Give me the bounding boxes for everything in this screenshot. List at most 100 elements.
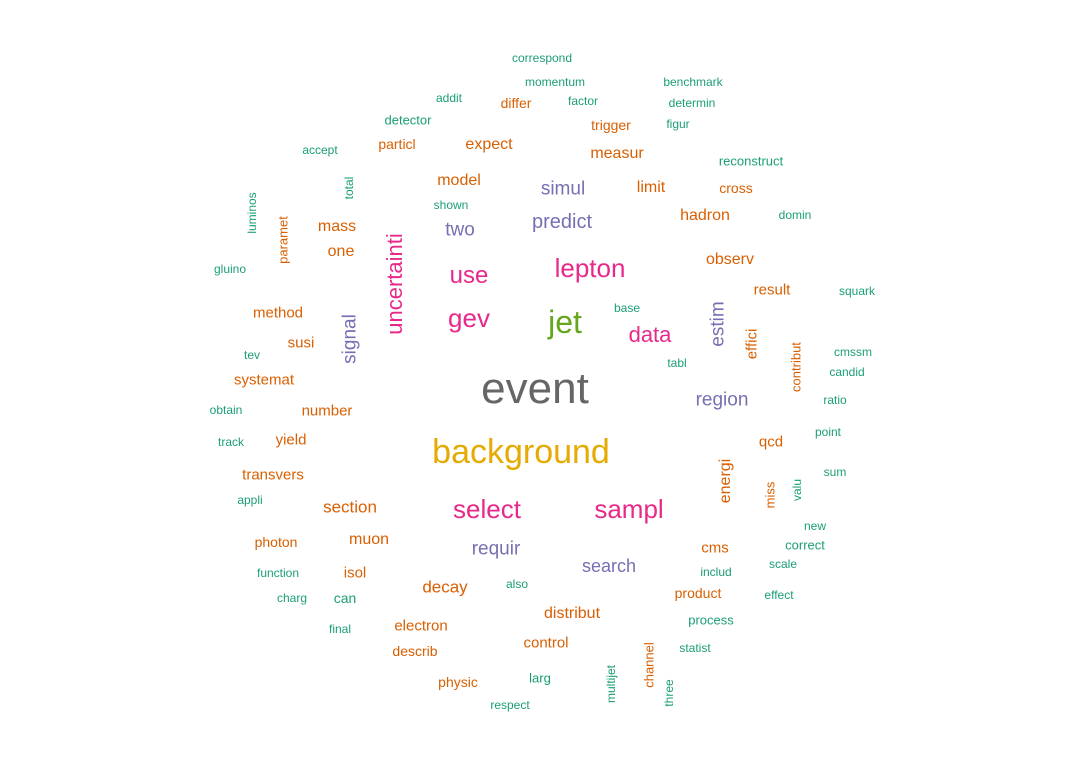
- word-observ: observ: [705, 251, 755, 268]
- word-region: region: [695, 389, 749, 411]
- word-simul: simul: [540, 178, 586, 200]
- word-use: use: [449, 262, 489, 289]
- word-accept: accept: [302, 143, 338, 157]
- word-three: three: [662, 679, 676, 707]
- word-larg: larg: [529, 670, 551, 686]
- word-sum: sum: [823, 465, 847, 479]
- word-shown: shown: [433, 198, 469, 212]
- word-photon: photon: [254, 534, 298, 550]
- word-also: also: [505, 577, 529, 591]
- word-channel: channel: [641, 642, 657, 688]
- word-sampl: sampl: [594, 494, 664, 524]
- word-domin: domin: [778, 208, 812, 222]
- word-uncertainti: uncertainti: [382, 233, 407, 335]
- word-jet: jet: [548, 304, 582, 340]
- word-cross: cross: [719, 180, 753, 196]
- word-process: process: [688, 612, 734, 628]
- word-final: final: [328, 622, 352, 636]
- word-signal: signal: [339, 314, 361, 364]
- word-benchmark: benchmark: [663, 75, 723, 89]
- word-event: event: [481, 364, 589, 413]
- word-systemat: systemat: [233, 371, 295, 389]
- word-differ: differ: [500, 95, 532, 111]
- word-respect: respect: [490, 698, 530, 712]
- word-method: method: [252, 304, 304, 322]
- word-section: section: [323, 497, 377, 517]
- word-distribut: distribut: [543, 605, 601, 622]
- word-muon: muon: [348, 531, 390, 548]
- word-yield: yield: [275, 431, 307, 449]
- word-lepton: lepton: [554, 253, 626, 283]
- word-select: select: [453, 494, 521, 524]
- word-statist: statist: [679, 641, 711, 655]
- word-effici: effici: [743, 328, 761, 360]
- word-contribut: contribut: [788, 342, 804, 392]
- word-search: search: [581, 556, 637, 576]
- word-factor: factor: [567, 94, 599, 108]
- word-correct: correct: [785, 537, 825, 553]
- word-hadron: hadron: [680, 207, 730, 224]
- word-gluino: gluino: [213, 262, 247, 276]
- word-transvers: transvers: [242, 466, 304, 484]
- word-paramet: paramet: [275, 216, 291, 264]
- word-new: new: [803, 519, 827, 533]
- word-particl: particl: [378, 136, 416, 152]
- word-includ: includ: [700, 565, 732, 579]
- word-correspond: correspond: [511, 51, 573, 65]
- word-measur: measur: [590, 145, 644, 162]
- word-determin: determin: [668, 96, 716, 110]
- word-squark: squark: [838, 284, 876, 298]
- word-one: one: [327, 243, 355, 260]
- word-point: point: [814, 425, 842, 439]
- word-appli: appli: [237, 493, 263, 507]
- word-tev: tev: [243, 348, 261, 362]
- word-expect: expect: [465, 136, 513, 153]
- word-addit: addit: [435, 91, 463, 105]
- word-number: number: [301, 402, 353, 420]
- word-isol: isol: [343, 564, 367, 582]
- word-ratio: ratio: [823, 393, 847, 407]
- word-track: track: [217, 435, 245, 449]
- word-momentum: momentum: [524, 75, 586, 89]
- word-tabl: tabl: [667, 356, 687, 370]
- word-energi: energi: [717, 458, 734, 504]
- word-gev: gev: [448, 303, 490, 333]
- word-estim: estim: [707, 301, 729, 347]
- word-figur: figur: [666, 117, 690, 131]
- word-cmssm: cmssm: [834, 345, 872, 359]
- word-data: data: [628, 322, 672, 347]
- word-scale: scale: [768, 557, 798, 571]
- word-luminos: luminos: [245, 192, 259, 234]
- word-valu: valu: [790, 478, 804, 502]
- word-requir: requir: [471, 538, 521, 560]
- word-control: control: [523, 634, 569, 652]
- word-limit: limit: [636, 179, 666, 196]
- word-electron: electron: [394, 617, 448, 635]
- word-base: base: [613, 301, 641, 315]
- word-physic: physic: [438, 674, 478, 690]
- word-detector: detector: [384, 112, 432, 128]
- word-result: result: [753, 281, 791, 299]
- word-effect: effect: [764, 588, 794, 602]
- word-describ: describ: [392, 643, 438, 659]
- word-obtain: obtain: [209, 403, 243, 417]
- word-cms: cms: [701, 539, 729, 557]
- word-model: model: [437, 172, 481, 189]
- word-product: product: [674, 585, 722, 601]
- word-total: total: [342, 176, 356, 200]
- word-qcd: qcd: [758, 433, 784, 451]
- word-candid: candid: [829, 365, 865, 379]
- word-multijet: multijet: [604, 664, 618, 704]
- word-function: function: [256, 566, 300, 580]
- word-background: background: [432, 433, 610, 471]
- word-susi: susi: [287, 334, 315, 352]
- word-decay: decay: [422, 577, 468, 597]
- word-miss: miss: [762, 481, 778, 509]
- word-can: can: [333, 590, 357, 606]
- word-reconstruct: reconstruct: [718, 153, 784, 169]
- word-two: two: [445, 219, 475, 241]
- word-trigger: trigger: [591, 117, 631, 133]
- word-charg: charg: [276, 591, 308, 605]
- word-predict: predict: [531, 211, 593, 233]
